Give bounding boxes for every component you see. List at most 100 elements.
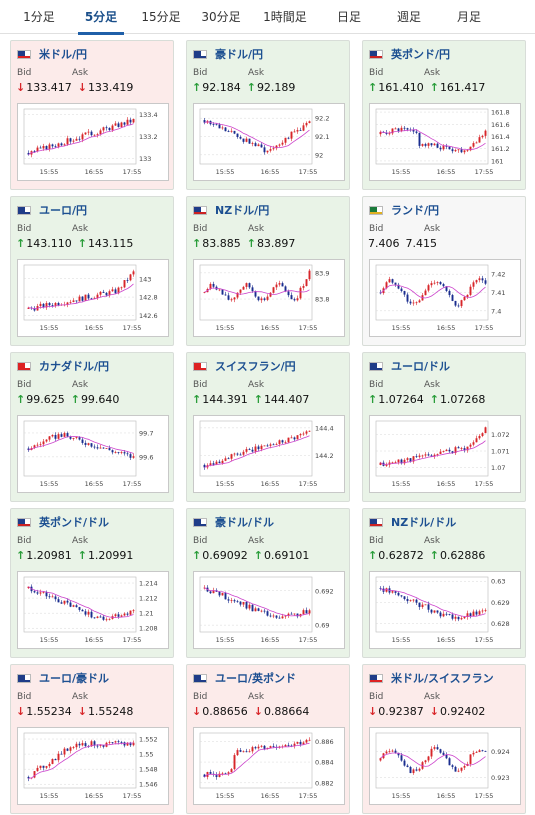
mini-candle-chart[interactable]: 133.4 133.2 133 15:55 16:55 17:55 bbox=[17, 103, 169, 181]
candle-body bbox=[48, 763, 51, 767]
mini-candle-chart[interactable]: 143 142.8 142.6 15:55 16:55 17:55 bbox=[17, 259, 169, 337]
candle-body bbox=[105, 448, 108, 449]
candle-body bbox=[81, 743, 84, 746]
currency-pair[interactable]: 豪ドル/ドル bbox=[215, 516, 275, 529]
rate-card[interactable]: カナダドル/円 Bid Ask ↑99.625 ↑99.640 99.7 99.6 15… bbox=[10, 352, 174, 502]
candle-body bbox=[239, 750, 242, 752]
y-tick-label: 0.628 bbox=[491, 620, 510, 628]
tab-1[interactable]: 5分足 bbox=[72, 0, 130, 35]
currency-pair[interactable]: カナダドル/円 bbox=[39, 360, 110, 373]
tab-5[interactable]: 日足 bbox=[336, 10, 361, 24]
rate-card[interactable]: NZドル/円 Bid Ask ↑83.885 ↑83.897 83.9 83.8 15:… bbox=[186, 196, 350, 346]
card-header: 豪ドル/ドル bbox=[193, 515, 274, 529]
currency-pair[interactable]: 豪ドル/円 bbox=[215, 48, 264, 61]
mini-candle-chart[interactable]: 92.2 92.1 92 15:55 16:55 17:55 bbox=[193, 103, 345, 181]
mini-candle-chart[interactable]: 99.7 99.6 15:55 16:55 17:55 bbox=[17, 415, 169, 493]
candle-body bbox=[281, 616, 284, 619]
currency-pair[interactable]: ランド/円 bbox=[391, 204, 440, 217]
tab-4[interactable]: 1時間足 bbox=[263, 10, 307, 24]
mini-candle-chart[interactable]: 144.4 144.2 15:55 16:55 17:55 bbox=[193, 415, 345, 493]
mini-candle-chart[interactable]: 0.924 0.923 15:55 16:55 17:55 bbox=[369, 727, 521, 805]
mini-candle-chart[interactable]: 161.8 161.6 161.4 161.2 161 15:55 16:55 17:55 bbox=[369, 103, 521, 181]
mini-candle-chart[interactable]: 1.072 1.071 1.07 15:55 16:55 17:55 bbox=[369, 415, 521, 493]
candle-body bbox=[51, 596, 54, 598]
x-tick-label: 15:55 bbox=[40, 480, 59, 488]
ask-value: ↓133.419 bbox=[77, 81, 134, 94]
mini-candle-chart[interactable]: 0.692 0.69 15:55 16:55 17:55 bbox=[193, 571, 345, 649]
chart-canvas: 133.4 133.2 133 15:55 16:55 17:55 bbox=[23, 108, 158, 176]
bid-value: ↓1.55234 bbox=[16, 705, 72, 718]
candle-body bbox=[69, 436, 72, 439]
mini-candle-chart[interactable]: 7.42 7.41 7.4 15:55 16:55 17:55 bbox=[369, 259, 521, 337]
currency-pair[interactable]: ユーロ/豪ドル bbox=[39, 672, 110, 685]
mini-candle-chart[interactable]: 0.886 0.884 0.882 15:55 16:55 17:55 bbox=[193, 727, 345, 805]
bid-value: ↓133.417 bbox=[16, 81, 72, 94]
tab-2[interactable]: 15分足 bbox=[141, 10, 181, 24]
moving-average-line bbox=[380, 588, 486, 617]
candle-body bbox=[63, 144, 66, 146]
candle-body bbox=[72, 437, 75, 439]
rate-card[interactable]: 米ドル/スイスフラン Bid Ask ↓0.92387 ↓0.92402 0.924… bbox=[362, 664, 526, 814]
price-labels: Bid Ask bbox=[193, 224, 303, 234]
rate-card[interactable]: NZドル/ドル Bid Ask ↑0.62872 ↑0.62886 0.63 0.62… bbox=[362, 508, 526, 658]
rate-card[interactable]: 英ポンド/円 Bid Ask ↑161.410 ↑161.417 161.8 161.… bbox=[362, 40, 526, 190]
candle-body bbox=[272, 287, 275, 293]
rate-card[interactable]: 豪ドル/円 Bid Ask ↑92.184 ↑92.189 92.2 92.1 92 15… bbox=[186, 40, 350, 190]
card-header: 豪ドル/円 bbox=[193, 47, 263, 61]
currency-pair[interactable]: 英ポンド/ドル bbox=[39, 516, 110, 529]
tab-6[interactable]: 週足 bbox=[396, 10, 421, 24]
candle-body bbox=[466, 150, 469, 152]
candle-body bbox=[442, 613, 445, 617]
candle-body bbox=[66, 433, 69, 437]
currency-pair[interactable]: 米ドル/円 bbox=[39, 48, 88, 61]
tab-3[interactable]: 30分足 bbox=[201, 10, 241, 24]
mini-candle-chart[interactable]: 83.9 83.8 15:55 16:55 17:55 bbox=[193, 259, 345, 337]
rate-card[interactable]: 英ポンド/ドル Bid Ask ↑1.20981 ↑1.20991 1.214 1.2… bbox=[10, 508, 174, 658]
candle-body bbox=[424, 290, 427, 296]
candle-body bbox=[424, 454, 427, 456]
candle-body bbox=[403, 459, 406, 464]
currency-pair[interactable]: NZドル/ドル bbox=[391, 516, 457, 529]
mini-candle-chart[interactable]: 0.63 0.629 0.628 15:55 16:55 17:55 bbox=[369, 571, 521, 649]
price-values: ↑1.07264 ↑1.07268 bbox=[368, 393, 491, 406]
currency-pair[interactable]: ユーロ/ドル bbox=[391, 360, 451, 373]
candle-body bbox=[379, 758, 382, 761]
bid-value: ↑144.391 bbox=[192, 393, 248, 406]
candle-body bbox=[132, 271, 135, 275]
rate-card[interactable]: 豪ドル/ドル Bid Ask ↑0.69092 ↑0.69101 0.692 0.69… bbox=[186, 508, 350, 658]
candle-body bbox=[296, 613, 299, 617]
currency-pair[interactable]: NZドル/円 bbox=[215, 204, 270, 217]
tab-7[interactable]: 月足 bbox=[456, 10, 481, 24]
mini-candle-chart[interactable]: 1.552 1.55 1.548 1.546 15:55 16:55 17:55 bbox=[17, 727, 169, 805]
candle-body bbox=[69, 301, 72, 303]
rate-card[interactable]: ユーロ/豪ドル Bid Ask ↓1.55234 ↓1.55248 1.552 1.5… bbox=[10, 664, 174, 814]
y-tick-label: 0.884 bbox=[315, 759, 334, 767]
candle-body bbox=[84, 611, 87, 615]
candle-body bbox=[394, 282, 397, 285]
candle-body bbox=[90, 443, 93, 447]
candle-body bbox=[230, 454, 233, 459]
currency-pair[interactable]: 英ポンド/円 bbox=[391, 48, 451, 61]
rate-card[interactable]: スイスフラン/円 Bid Ask ↑144.391 ↑144.407 144.4 14… bbox=[186, 352, 350, 502]
rate-card[interactable]: ランド/円 Bid Ask 7.406 7.415 7.42 7.41 7.4 15:55… bbox=[362, 196, 526, 346]
price-labels: Bid Ask bbox=[193, 380, 303, 390]
candle-body bbox=[57, 753, 60, 761]
x-tick-label: 15:55 bbox=[392, 636, 411, 644]
candle-body bbox=[284, 615, 287, 617]
candle-body bbox=[287, 291, 290, 296]
currency-pair[interactable]: スイスフラン/円 bbox=[215, 360, 296, 373]
candle-body bbox=[236, 133, 239, 137]
tab-0[interactable]: 1分足 bbox=[23, 10, 55, 24]
currency-pair[interactable]: ユーロ/英ポンド bbox=[215, 672, 297, 685]
y-tick-label: 7.42 bbox=[491, 271, 505, 279]
card-header: ユーロ/英ポンド bbox=[193, 671, 296, 685]
currency-pair[interactable]: ユーロ/円 bbox=[39, 204, 88, 217]
currency-pair[interactable]: 米ドル/スイスフラン bbox=[391, 672, 494, 685]
candle-body bbox=[212, 463, 215, 465]
rate-card[interactable]: 米ドル/円 Bid Ask ↓133.417 ↓133.419 133.4 133.2… bbox=[10, 40, 174, 190]
rate-card[interactable]: ユーロ/円 Bid Ask ↑143.110 ↑143.115 143 142.8 14… bbox=[10, 196, 174, 346]
candle-body bbox=[230, 299, 233, 301]
rate-card[interactable]: ユーロ/英ポンド Bid Ask ↓0.88656 ↓0.88664 0.886 0.… bbox=[186, 664, 350, 814]
mini-candle-chart[interactable]: 1.214 1.212 1.21 1.208 15:55 16:55 17:55 bbox=[17, 571, 169, 649]
rate-card[interactable]: ユーロ/ドル Bid Ask ↑1.07264 ↑1.07268 1.072 1.07… bbox=[362, 352, 526, 502]
